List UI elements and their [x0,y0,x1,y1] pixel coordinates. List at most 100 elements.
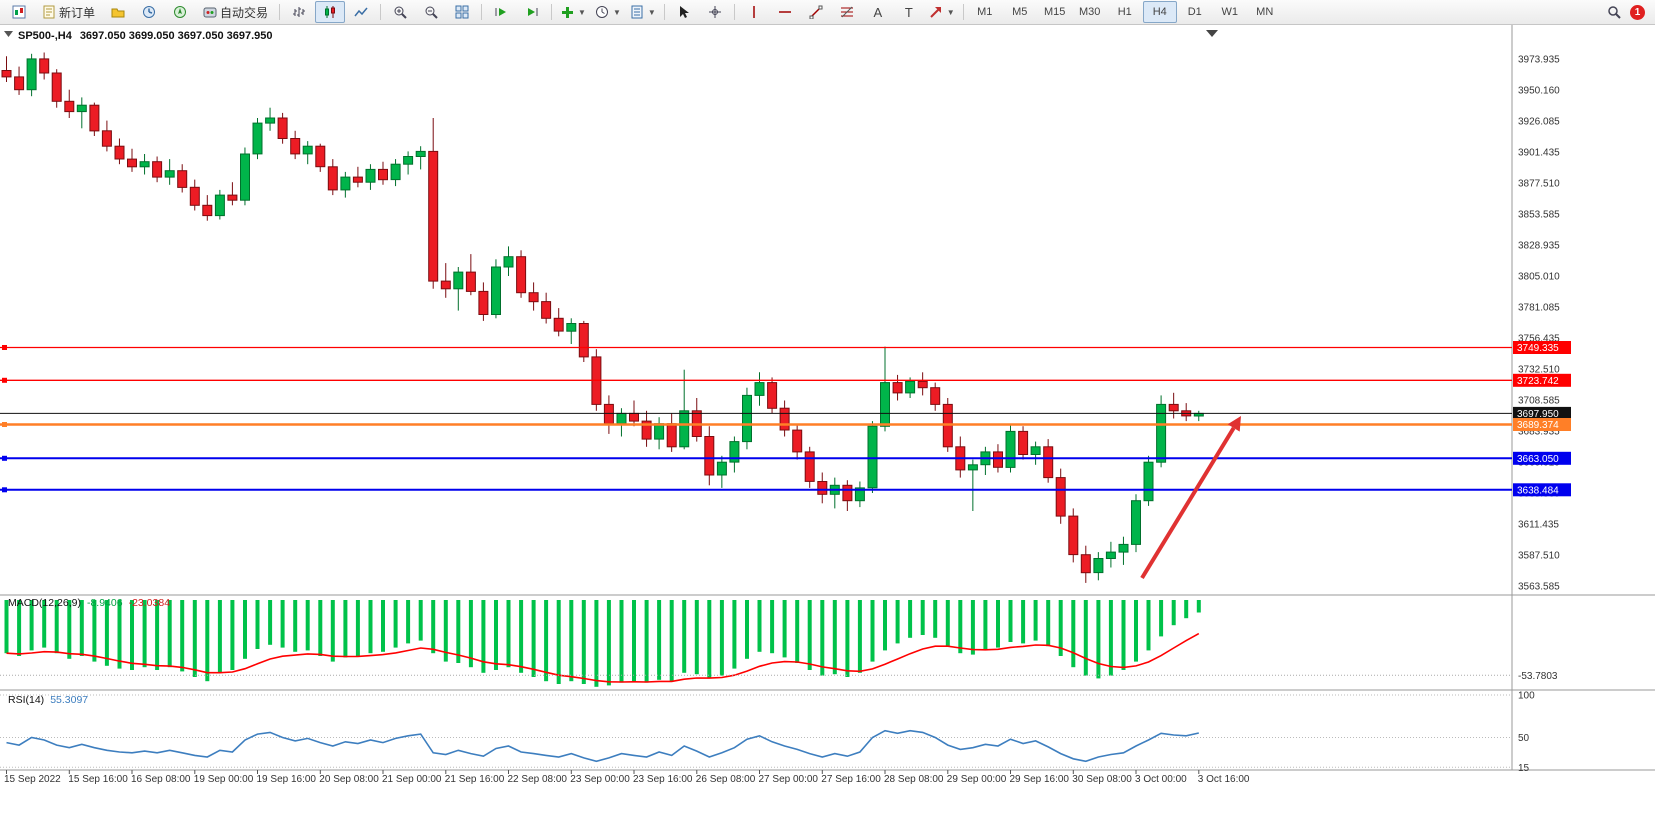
arrow-tool-icon [930,7,941,18]
timeframe-button-h4[interactable]: H4 [1142,1,1177,23]
time-axis-label: 3 Oct 16:00 [1198,774,1250,785]
bear-candle [1068,515,1079,556]
horizontal-line-tool-button[interactable] [770,1,800,23]
macd-histogram-bar [682,600,687,673]
macd-histogram-bar [42,600,47,648]
periods-button[interactable]: ▼ [591,1,625,23]
macd-histogram-bar [406,600,411,644]
price-line-handle[interactable] [2,422,7,427]
toolbar-separator [551,4,553,20]
timeframe-button-w1[interactable]: W1 [1221,6,1238,18]
price-line-handle[interactable] [2,455,7,461]
zoom-in-button[interactable] [385,1,415,23]
notification-badge[interactable]: 1 [1630,4,1645,20]
timeframe-button-d1[interactable]: D1 [1187,6,1202,18]
trendline-tool-button[interactable] [801,1,831,23]
one-click-trading-toggle[interactable] [4,31,13,37]
vertical-line-tool-button[interactable] [739,1,769,23]
time-axis-label: 27 Sep 00:00 [759,774,819,785]
bull-candle [867,425,878,489]
bull-candle [340,176,351,191]
market-watch-button[interactable] [134,1,164,23]
search-button[interactable] [1599,1,1629,23]
bull-candle [26,58,37,91]
timeframe-button-m1[interactable]: M1 [977,6,993,18]
macd-histogram-bar [1108,600,1113,676]
rsi-value: 55.3097 [50,694,88,706]
new-chart-button[interactable] [4,1,34,23]
templates-button[interactable]: ▼ [626,1,660,23]
line-chart-button[interactable] [346,1,376,23]
bear-candle [541,301,552,319]
bear-candle [202,204,213,217]
crosshair-icon [708,6,721,18]
bear-candle [127,158,137,168]
trend-arrow-line[interactable] [1140,426,1236,580]
zoom-out-icon [425,6,438,19]
price-lines-layer [0,345,1512,493]
bull-candle [415,150,426,157]
macd-histogram-bar [330,600,335,662]
cursor-button[interactable] [669,1,699,23]
crosshair-button[interactable] [700,1,730,23]
bull-candle [1093,558,1104,574]
bull-candle [1118,543,1129,553]
macd-histogram-bar [318,600,323,656]
bear-candle [779,407,790,431]
macd-histogram-bar [1071,600,1076,668]
timeframe-button-mn[interactable]: MN [1256,6,1274,18]
macd-histogram-bar [355,600,360,656]
bear-candle [227,194,238,201]
bear-candle [327,166,338,191]
price-axis-label: 3611.435 [1518,520,1559,531]
text-label-tool-button[interactable]: T [894,1,924,23]
indicators-button[interactable]: ▼ [556,1,590,23]
macd-histogram-bar [669,600,674,682]
timeframe-button-h1[interactable]: H1 [1117,6,1132,18]
price-line-handle[interactable] [2,345,7,350]
timeframe-group: M1 M5 M15 M30 H1 H4 D1 W1 MN [968,1,1282,23]
toolbar-separator [663,4,665,20]
tile-windows-button[interactable] [447,1,477,23]
bull-candle [1005,430,1016,468]
zoom-out-button[interactable] [416,1,446,23]
auto-scroll-button[interactable] [486,1,516,23]
fibonacci-tool-button[interactable] [832,1,862,23]
macd-histogram-bar [293,600,298,652]
price-axis-label: 3950.160 [1518,86,1560,97]
timeframe-button-m15[interactable]: M15 [1044,6,1066,18]
macd-histogram-bar [29,600,34,651]
macd-histogram-bar [1121,600,1126,670]
candlestick-chart-button[interactable] [315,1,346,23]
bear-candle [14,76,25,91]
macd-histogram-bar [845,600,850,677]
autotrading-button[interactable]: 自动交易 [196,1,275,23]
text-tool-button[interactable]: A [863,1,893,23]
macd-histogram-bar [1008,600,1013,642]
macd-histogram-bar [719,600,724,676]
timeframe-button-m30[interactable]: M30 [1079,6,1101,18]
arrows-tool-button[interactable]: ▼ [925,1,959,23]
bear-candle [1168,403,1179,412]
navigator-button[interactable] [165,1,195,23]
bull-candle [265,117,276,124]
new-order-button[interactable]: 新订单 [35,1,102,23]
price-line-handle[interactable] [2,377,7,383]
profiles-button[interactable] [103,1,133,23]
cursor-icon [679,6,689,18]
macd-histogram-bar [920,600,925,635]
price-line-handle[interactable] [2,487,7,493]
trend-arrow-object[interactable] [1140,416,1241,580]
timeframe-button-m5[interactable]: M5 [1012,6,1028,18]
macd-histogram-bar [255,600,260,649]
time-axis-label: 29 Sep 00:00 [947,774,1007,785]
macd-histogram-bar [418,600,423,641]
macd-histogram-bar [92,600,97,662]
toolbar-separator [962,4,964,20]
bear-candle [516,256,527,294]
chart-shift-button[interactable] [517,1,547,23]
bear-candle [478,290,489,315]
bar-chart-button[interactable] [284,1,314,23]
